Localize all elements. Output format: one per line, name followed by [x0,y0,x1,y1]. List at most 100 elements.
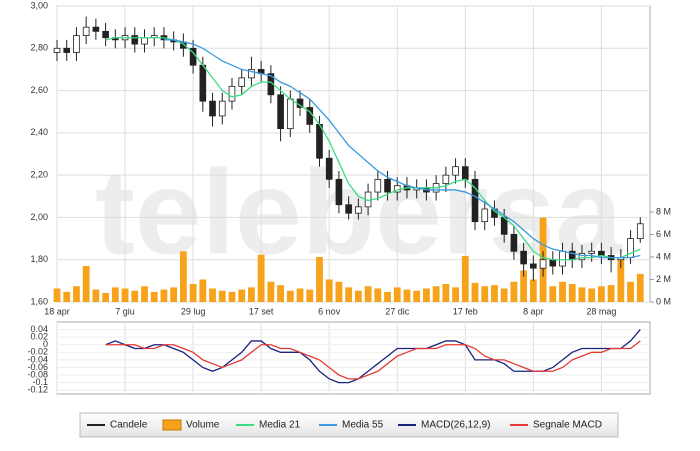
candle-body [510,233,518,252]
legend-label: Volume [186,420,220,431]
y-tick-label: 2,40 [30,127,48,137]
legend-label: Media 55 [342,420,384,431]
volume-bar [529,279,537,302]
volume-bar [588,288,596,302]
candle-body [277,94,284,130]
macd-tick-label: 0 [43,339,48,349]
volume-bar [578,287,586,302]
candle-body [73,35,80,53]
volume-bar [491,285,498,302]
candle-body [530,263,537,269]
candle-body [228,85,236,102]
volume-bar [471,282,479,302]
y2-tick-label: 6 M [656,229,671,239]
volume-bar [170,287,178,302]
volume-bar [92,289,100,302]
volume-bar [131,290,139,302]
volume-bar [636,273,644,302]
volume-bar [549,286,557,302]
volume-bar [413,290,421,302]
volume-bar [364,286,372,302]
line-series [163,39,641,259]
volume-bar [257,254,265,302]
y2-tick-label: 2 M [656,274,671,284]
volume-bar [248,287,255,302]
macd-tick-label: 0.04 [30,324,48,334]
candle-body [559,250,566,267]
candle-body [286,98,294,130]
line-series [105,329,641,384]
candle-body [384,178,391,193]
line-series [105,37,641,261]
volume-bar [73,286,80,302]
volume-bar [559,281,566,302]
candle-body [461,166,469,180]
candle-body [63,47,71,53]
candle-body [102,30,109,39]
macd-tick-label: -0.04 [27,354,48,364]
candle-body [238,77,246,87]
macd-tick-label: -0.02 [27,347,48,357]
legend-swatch [162,419,182,431]
y-tick-label: 3,00 [30,0,48,10]
y-tick-label: 2,20 [30,170,48,180]
volume-bar [228,291,236,302]
candle-body [131,35,139,45]
x-tick-label: 17 feb [453,306,478,316]
volume-bar [393,287,401,302]
candle-body [199,64,207,102]
candle-body [53,47,61,53]
volume-bar [306,289,314,302]
candle-body [355,206,362,214]
volume-bar [141,286,148,302]
candle-body [471,178,479,223]
candle-body [539,259,547,269]
x-tick-label: 8 apr [523,306,544,316]
y2-tick-label: 4 M [656,251,671,261]
macd-tick-label: -0.06 [27,362,48,372]
volume-bar [384,291,391,302]
macd-tick-label: 0.02 [30,332,48,342]
candle-body [218,100,226,117]
volume-bar [442,283,450,302]
volume-bar [82,265,90,302]
x-tick-label: 7 giu [115,306,135,316]
legend-label: Media 21 [259,420,301,431]
candle-body [316,124,323,159]
volume-bar [218,290,226,302]
volume-bar [179,251,187,302]
macd-tick-label: -0.08 [27,369,48,379]
y2-tick-label: 0 M [656,296,671,306]
volume-bar [510,281,518,302]
y-tick-label: 2,60 [30,85,48,95]
volume-bar [296,288,304,302]
legend-label: Candele [110,420,148,431]
volume-bar [461,255,469,302]
volume-bar [325,279,333,302]
y-tick-label: 1,80 [30,254,48,264]
volume-bar [277,285,284,302]
candle-body [335,178,343,206]
x-tick-label: 6 nov [318,306,341,316]
candle-body [481,208,489,223]
volume-bar [209,288,216,302]
macd-plot-area [56,321,651,395]
x-tick-label: 18 apr [44,306,70,316]
candle-body [588,250,595,254]
volume-bar [160,289,168,302]
volume-bar [111,287,119,302]
volume-bar [520,270,528,302]
candle-body [345,204,352,214]
volume-bar [102,292,110,302]
candle-body [452,166,459,176]
volume-bar [316,256,323,302]
volume-bar [568,283,576,302]
candle-body [82,26,90,36]
volume-bar [189,283,197,302]
volume-bar [53,288,61,302]
macd-tick-label: -0.12 [27,385,48,395]
volume-bar [238,289,246,302]
volume-bar [199,279,207,302]
